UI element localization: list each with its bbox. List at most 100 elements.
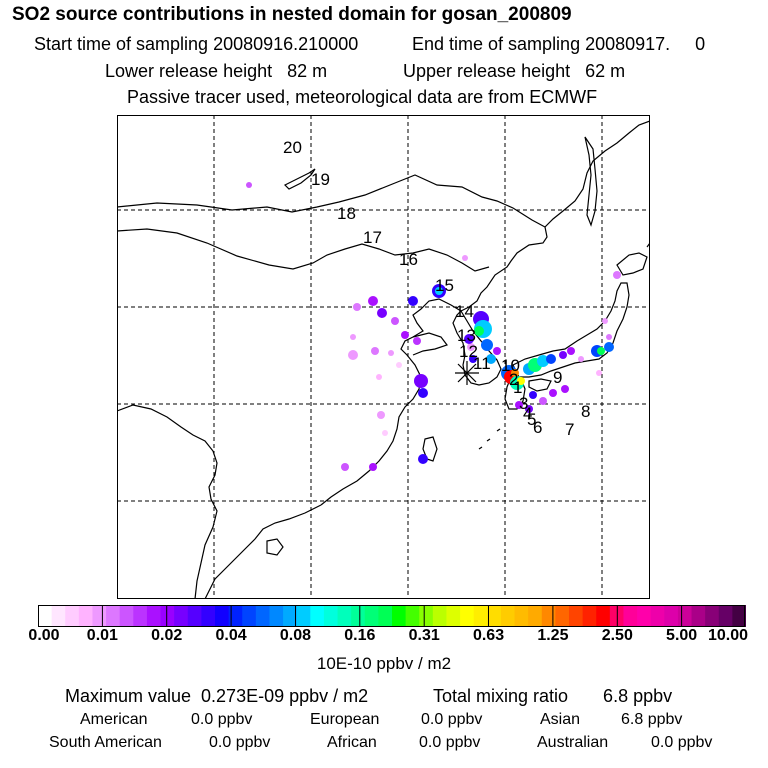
source-number-labels: 1 2 3 4 5 6 7 8 9 10 11 12 13 14 15 16 1… (283, 138, 590, 439)
region-american-label: American (80, 711, 148, 728)
colorbar-cell (187, 605, 202, 627)
colorbar-tick-label: 0.31 (408, 627, 440, 644)
colorbar-tick-label: 0.00 (28, 627, 60, 644)
colorbar-units: 10E-10 ppbv / m2 (316, 654, 452, 673)
colorbar-cell (473, 605, 488, 627)
colorbar-cell (146, 605, 162, 627)
receptor-asterisk-icon (455, 361, 479, 385)
colorbar-cell (269, 605, 284, 627)
region-european-label: European (310, 711, 380, 728)
colorbar-cell (351, 605, 366, 627)
colorbar-tick-label: 0.63 (472, 627, 505, 644)
colorbar-cell (419, 605, 434, 627)
total-mixing-ratio: Total mixing ratio 6.8 ppbv (433, 686, 673, 706)
colorbar-cell (405, 605, 420, 627)
colorbar-cell (215, 605, 230, 627)
maximum-value: Maximum value 0.273E-09 ppbv / m2 (65, 686, 369, 706)
colorbar-cell (378, 605, 393, 627)
colorbar-cell (664, 605, 679, 627)
colorbar-cell (92, 605, 107, 627)
colorbar-cell (569, 605, 584, 627)
upper-release-height: Upper release height 62 m (403, 61, 626, 81)
colorbar-cell (323, 605, 339, 627)
colorbar-cell (555, 605, 570, 627)
colorbar-cell (228, 605, 243, 627)
colorbar-cell (337, 605, 352, 627)
colorbar-cell (119, 605, 134, 627)
map-panel: 1 2 3 4 5 6 7 8 9 10 11 12 13 14 15 16 1… (117, 115, 650, 599)
colorbar-cell (487, 605, 502, 627)
region-south-american-value: 0.0 ppbv (209, 734, 271, 751)
colorbar-cell (528, 605, 543, 627)
colorbar-cell (500, 605, 516, 627)
start-time-label: Start time of sampling 20080916.210000 (34, 34, 359, 54)
colorbar-cell (174, 605, 189, 627)
colorbar-cell (541, 605, 556, 627)
source-label-20: 20 (283, 138, 302, 157)
colorbar-cell (705, 605, 720, 627)
colorbar-tick-label: 10.00 (707, 627, 749, 644)
colorbar-cell (255, 605, 271, 627)
source-label-10: 10 (501, 356, 520, 375)
source-label-6: 6 (533, 418, 542, 437)
colorbar-tick-label: 0.16 (344, 627, 376, 644)
region-american-value: 0.0 ppbv (191, 711, 253, 728)
region-european-value: 0.0 ppbv (421, 711, 483, 728)
region-australian-label: Australian (537, 734, 609, 751)
colorbar-tick-label: 0.04 (215, 627, 247, 644)
source-label-7: 7 (565, 420, 574, 439)
region-african-label: African (327, 734, 377, 751)
region-south-american-label: South American (49, 734, 162, 751)
colorbar-tick-label: 0.01 (86, 627, 118, 644)
colorbar-cell (38, 605, 53, 627)
source-label-18: 18 (337, 204, 356, 223)
colorbar-cell (160, 605, 175, 627)
colorbar (38, 605, 746, 627)
colorbar-cell (718, 605, 733, 627)
source-label-13: 13 (457, 326, 476, 345)
plot-title: SO2 source contributions in nested domai… (12, 4, 572, 25)
tracer-note: Passive tracer used, meteorological data… (127, 87, 598, 107)
source-label-9: 9 (553, 368, 562, 387)
colorbar-tick-label: 5.00 (666, 627, 698, 644)
colorbar-cell (677, 605, 693, 627)
colorbar-cell (732, 605, 746, 627)
colorbar-cell (392, 605, 407, 627)
source-label-15: 15 (435, 276, 454, 295)
colorbar-cell (650, 605, 665, 627)
colorbar-cell (364, 605, 379, 627)
colorbar-cell (78, 605, 94, 627)
colorbar-cell (596, 605, 611, 627)
source-label-1: 1 (513, 378, 522, 397)
region-asian-value: 6.8 ppbv (621, 711, 683, 728)
colorbar-cell (432, 605, 448, 627)
colorbar-cell (51, 605, 66, 627)
source-label-19: 19 (311, 170, 330, 189)
colorbar-cell (446, 605, 461, 627)
source-label-3: 3 (519, 394, 528, 413)
colorbar-cell (201, 605, 216, 627)
source-label-4: 4 (523, 404, 532, 423)
graticule (117, 115, 650, 599)
colorbar-cell (106, 605, 121, 627)
source-label-2: 2 (509, 370, 518, 389)
concentration-field (246, 182, 621, 471)
source-label-12: 12 (459, 342, 478, 361)
source-label-8: 8 (581, 402, 590, 421)
colorbar-tick-label: 1.25 (537, 627, 569, 644)
colorbar-cell (242, 605, 257, 627)
colorbar-cell (582, 605, 597, 627)
region-asian-label: Asian (540, 711, 581, 728)
colorbar-cell (296, 605, 311, 627)
colorbar-cell (623, 605, 638, 627)
colorbar-cell (310, 605, 325, 627)
lower-release-height: Lower release height 82 m (105, 61, 328, 81)
source-label-14: 14 (455, 302, 474, 321)
colorbar-cell (691, 605, 706, 627)
source-label-17: 17 (363, 228, 382, 247)
colorbar-tick-label: 2.50 (601, 627, 633, 644)
end-time-label: End time of sampling 20080917. 0 (412, 34, 706, 54)
colorbar-cell (637, 605, 652, 627)
colorbar-frame (38, 605, 745, 627)
colorbar-tick-label: 0.02 (151, 627, 183, 644)
